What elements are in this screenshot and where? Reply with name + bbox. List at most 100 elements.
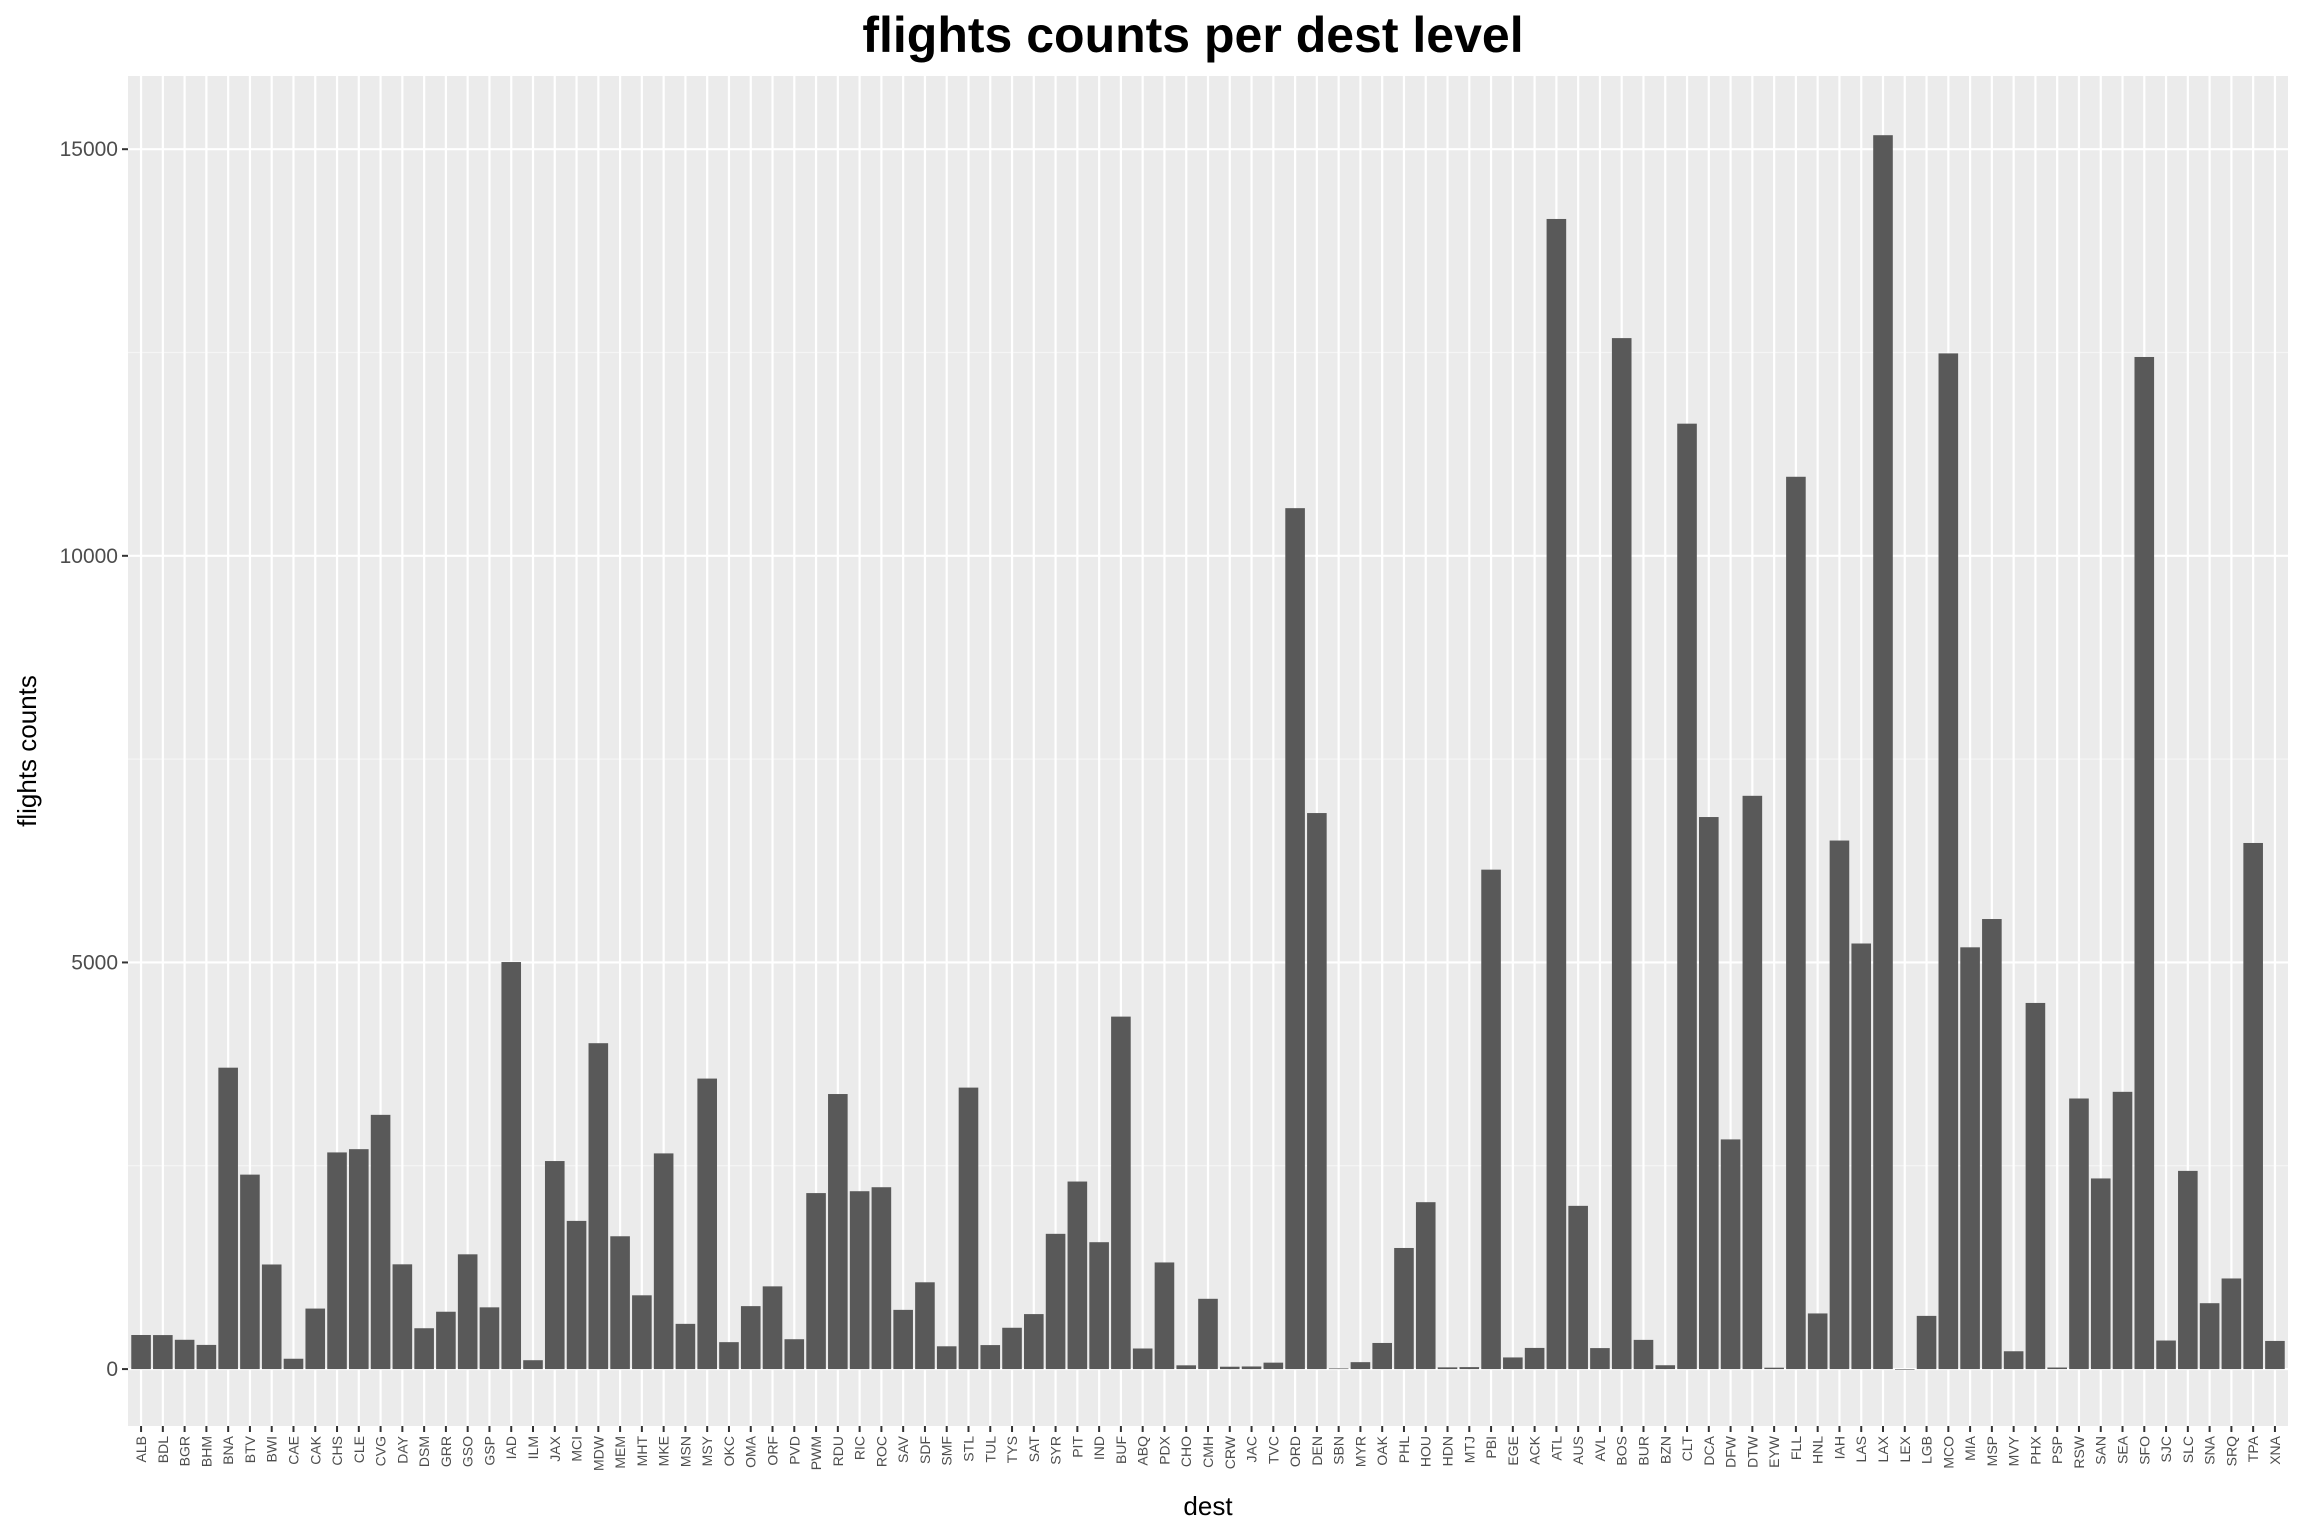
x-tick-label: BUF	[1113, 1436, 1129, 1464]
bar-ric	[849, 1191, 870, 1370]
bar-slc	[2178, 1170, 2198, 1370]
bar-sfo	[2134, 356, 2155, 1370]
bar-ilm	[523, 1360, 543, 1370]
x-tick-label: DCA	[1701, 1435, 1717, 1465]
x-tick-label: MIA	[1962, 1435, 1978, 1461]
x-tick-label: SJC	[2158, 1436, 2174, 1462]
x-tick-label: PWM	[808, 1436, 824, 1470]
x-tick-label: BZN	[1657, 1436, 1673, 1464]
x-tick-label: BTV	[242, 1435, 258, 1463]
bar-pit	[1067, 1181, 1088, 1370]
bar-avl	[1590, 1348, 1610, 1370]
x-tick-label: DFW	[1723, 1435, 1739, 1468]
x-tick-label: SFO	[2136, 1436, 2152, 1465]
x-tick-label: OKC	[721, 1436, 737, 1466]
x-tick-label: DSM	[416, 1436, 432, 1467]
x-tick-label: CHO	[1178, 1436, 1194, 1467]
x-tick-label: ACK	[1527, 1435, 1543, 1464]
x-tick-label: SYR	[1048, 1436, 1064, 1465]
chart-title: flights counts per dest level	[862, 7, 1523, 63]
bar-bos	[1611, 338, 1632, 1370]
y-tick-label: 0	[106, 1358, 118, 1381]
bar-jax	[544, 1161, 565, 1370]
bar-hnl	[1807, 1313, 1828, 1370]
bar-pbi	[1481, 869, 1501, 1370]
x-tick-label: HDN	[1440, 1436, 1456, 1466]
x-tick-label: PHL	[1396, 1436, 1412, 1463]
x-tick-label: AUS	[1570, 1436, 1586, 1465]
bar-roc	[871, 1187, 892, 1370]
bar-dca	[1699, 817, 1719, 1370]
bar-fll	[1786, 476, 1806, 1370]
bar-tys	[1002, 1327, 1022, 1370]
bar-sea	[2112, 1091, 2133, 1370]
bars	[131, 135, 2285, 1370]
x-tick-label: EGE	[1505, 1436, 1521, 1466]
x-tick-label: IAH	[1831, 1436, 1847, 1459]
x-tick-label: BNA	[220, 1435, 236, 1464]
bar-bzn	[1655, 1365, 1676, 1370]
y-tick-label: 10000	[60, 545, 118, 568]
x-tick-label: PBI	[1483, 1436, 1499, 1459]
bar-rsw	[2069, 1098, 2089, 1370]
x-tick-label: ROC	[873, 1436, 889, 1467]
bar-chs	[327, 1152, 347, 1370]
x-tick-label: PVD	[786, 1436, 802, 1465]
x-tick-label: GSP	[481, 1436, 497, 1466]
bar-cak	[305, 1308, 326, 1370]
x-tick-label: FLL	[1788, 1436, 1804, 1460]
bar-xna	[2265, 1340, 2285, 1370]
bar-dtw	[1742, 795, 1763, 1370]
bar-orf	[762, 1286, 783, 1370]
x-tick-label: SBN	[1331, 1436, 1347, 1465]
bar-day	[392, 1264, 413, 1370]
x-tick-label: CAE	[285, 1436, 301, 1465]
bar-abq	[1132, 1348, 1153, 1370]
bar-mtj	[1459, 1367, 1480, 1370]
x-tick-label: SMF	[939, 1436, 955, 1466]
x-tick-label: RDU	[830, 1436, 846, 1466]
x-tick-label: SEA	[2115, 1435, 2131, 1464]
x-axis: ALB BDL BGR BHM BNA BTV BWI CAE CAK CHS CLE CVG DAY D…	[133, 1426, 2283, 1471]
x-tick-label: MHT	[634, 1436, 650, 1467]
x-tick-label: TPA	[2245, 1435, 2261, 1462]
x-tick-label: SDF	[917, 1436, 933, 1464]
bar-mke	[653, 1153, 674, 1370]
y-tick-label: 15000	[60, 138, 118, 161]
x-tick-label: CMH	[1200, 1436, 1216, 1468]
bar-msp	[1982, 919, 2002, 1370]
x-tick-label: MKE	[656, 1436, 672, 1466]
x-tick-label: RSW	[2071, 1435, 2087, 1468]
bar-mco	[1938, 353, 1959, 1370]
bar-gsp	[479, 1307, 500, 1370]
y-axis: 0 5000 10000 15000	[60, 138, 128, 1381]
x-tick-label: SLC	[2180, 1436, 2196, 1463]
x-tick-label: SAN	[2093, 1436, 2109, 1465]
bar-msn	[675, 1323, 696, 1370]
x-tick-label: DEN	[1309, 1436, 1325, 1466]
bar-jac	[1241, 1366, 1262, 1370]
bar-san	[2090, 1178, 2111, 1370]
x-tick-label: LAS	[1853, 1436, 1869, 1462]
x-tick-label: PIT	[1069, 1436, 1085, 1458]
bar-mem	[610, 1236, 630, 1370]
x-tick-label: MEM	[612, 1436, 628, 1469]
x-tick-label: CAK	[307, 1435, 323, 1464]
bar-atl	[1546, 218, 1567, 1370]
bar-buf	[1111, 1016, 1131, 1370]
bar-bna	[218, 1067, 238, 1370]
x-tick-label: MCO	[1940, 1436, 1956, 1469]
bar-sav	[893, 1309, 913, 1370]
x-tick-label: AVL	[1592, 1436, 1608, 1462]
x-tick-label: MYR	[1352, 1436, 1368, 1467]
x-tick-label: CHS	[329, 1436, 345, 1466]
x-tick-label: MSN	[677, 1436, 693, 1467]
x-tick-label: XNA	[2267, 1435, 2283, 1464]
x-tick-label: CVG	[373, 1436, 389, 1466]
bar-cvg	[370, 1114, 391, 1370]
bar-aus	[1568, 1205, 1588, 1370]
y-tick-label: 5000	[71, 951, 118, 974]
bar-phx	[2025, 1002, 2046, 1370]
bar-oma	[740, 1306, 761, 1370]
